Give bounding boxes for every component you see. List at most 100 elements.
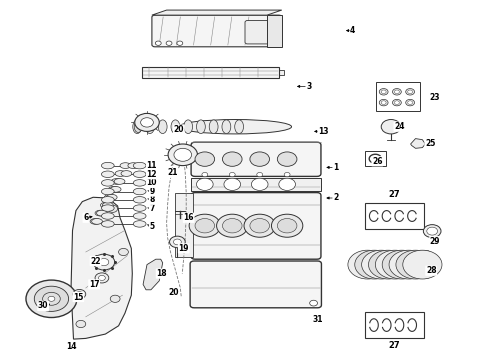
Text: 5: 5 [149, 222, 154, 231]
Ellipse shape [128, 163, 139, 168]
Polygon shape [142, 67, 279, 78]
Circle shape [48, 296, 55, 301]
Ellipse shape [133, 197, 146, 203]
Text: 4: 4 [350, 26, 355, 35]
Circle shape [310, 300, 318, 306]
Ellipse shape [110, 186, 121, 192]
Text: 6: 6 [83, 213, 88, 222]
Circle shape [189, 214, 220, 237]
Circle shape [394, 101, 399, 104]
Circle shape [73, 289, 86, 299]
Ellipse shape [179, 120, 292, 134]
Ellipse shape [222, 120, 231, 134]
Ellipse shape [95, 210, 106, 216]
Circle shape [196, 178, 213, 190]
FancyBboxPatch shape [190, 261, 321, 308]
Ellipse shape [134, 121, 142, 132]
Ellipse shape [133, 213, 146, 219]
Circle shape [224, 178, 241, 190]
Circle shape [166, 41, 172, 45]
Circle shape [375, 250, 415, 279]
Text: 26: 26 [372, 157, 383, 166]
Circle shape [277, 152, 297, 166]
Text: 15: 15 [73, 292, 84, 302]
Circle shape [381, 90, 386, 94]
Text: 25: 25 [425, 139, 436, 148]
Ellipse shape [133, 221, 146, 227]
Text: 22: 22 [90, 256, 101, 265]
Circle shape [427, 227, 438, 235]
Text: 23: 23 [430, 94, 441, 102]
Bar [365, 151, 386, 166]
Circle shape [244, 214, 275, 237]
Text: 14: 14 [66, 342, 76, 351]
Bar [191, 178, 321, 191]
Circle shape [381, 101, 386, 104]
Ellipse shape [133, 205, 146, 211]
FancyBboxPatch shape [191, 142, 321, 176]
Circle shape [408, 101, 413, 104]
Ellipse shape [171, 120, 180, 134]
Circle shape [403, 250, 442, 279]
Ellipse shape [106, 194, 117, 200]
Circle shape [98, 275, 105, 280]
Circle shape [257, 172, 263, 177]
Text: 11: 11 [147, 161, 157, 170]
Circle shape [173, 239, 181, 245]
Circle shape [222, 152, 242, 166]
Text: 18: 18 [156, 269, 167, 278]
Circle shape [379, 89, 388, 95]
Circle shape [99, 258, 109, 266]
Ellipse shape [101, 180, 114, 186]
Ellipse shape [184, 120, 193, 134]
Circle shape [271, 214, 303, 237]
Circle shape [250, 219, 270, 233]
Text: 17: 17 [89, 280, 99, 289]
Circle shape [423, 225, 441, 238]
Text: 3: 3 [306, 82, 311, 91]
Circle shape [355, 250, 394, 279]
Circle shape [406, 99, 415, 106]
Circle shape [34, 286, 69, 311]
FancyBboxPatch shape [152, 15, 282, 47]
Text: 20: 20 [169, 288, 179, 297]
Ellipse shape [120, 163, 131, 168]
Text: 1: 1 [333, 163, 338, 172]
Ellipse shape [133, 120, 142, 134]
Circle shape [381, 120, 401, 134]
Ellipse shape [146, 120, 154, 134]
Ellipse shape [101, 205, 114, 211]
Circle shape [368, 250, 408, 279]
Ellipse shape [115, 171, 126, 176]
Circle shape [195, 152, 215, 166]
Circle shape [382, 250, 421, 279]
Ellipse shape [90, 219, 101, 224]
Ellipse shape [111, 179, 122, 184]
Circle shape [348, 250, 387, 279]
Bar [365, 312, 424, 338]
Ellipse shape [102, 202, 113, 208]
Circle shape [108, 205, 118, 212]
Circle shape [110, 295, 120, 302]
Ellipse shape [196, 120, 205, 134]
Text: 30: 30 [38, 302, 49, 310]
Ellipse shape [121, 171, 132, 176]
Ellipse shape [133, 188, 146, 195]
Ellipse shape [92, 219, 102, 224]
Circle shape [95, 273, 109, 283]
Circle shape [170, 236, 185, 248]
Text: 20: 20 [173, 125, 184, 134]
FancyBboxPatch shape [191, 193, 321, 259]
Circle shape [177, 41, 183, 45]
Circle shape [195, 219, 215, 233]
Circle shape [392, 89, 401, 95]
Ellipse shape [133, 171, 146, 177]
Text: 19: 19 [178, 244, 189, 253]
Text: 31: 31 [312, 315, 323, 324]
Text: 13: 13 [318, 127, 329, 136]
Circle shape [277, 219, 297, 233]
Circle shape [229, 172, 235, 177]
Ellipse shape [101, 213, 114, 219]
Circle shape [251, 178, 268, 190]
Circle shape [119, 248, 128, 256]
